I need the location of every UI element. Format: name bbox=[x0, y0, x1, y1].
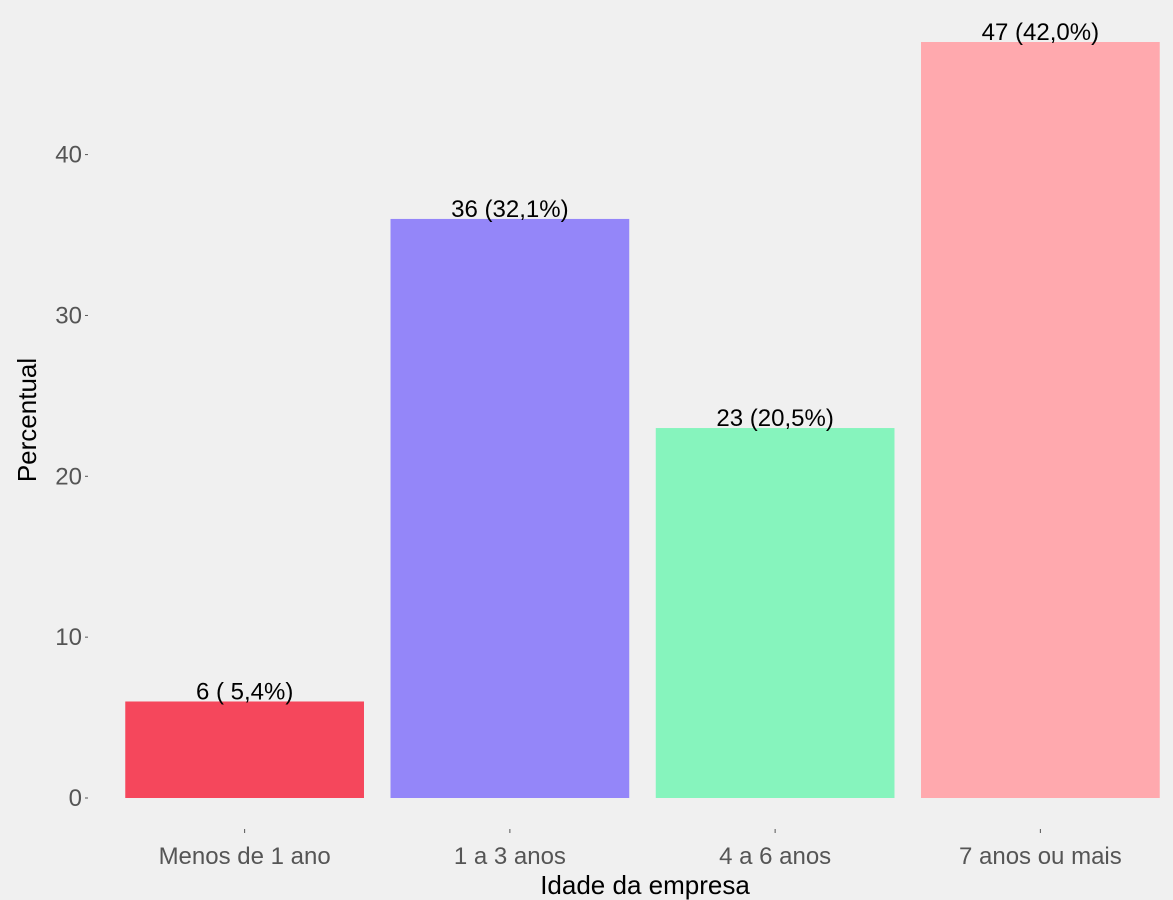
x-axis: Menos de 1 ano 1 a 3 anos 4 a 6 anos 7 anos… bbox=[159, 829, 1122, 870]
y-axis-title: Percentual bbox=[12, 358, 42, 482]
y-tick-label: 30 bbox=[55, 302, 82, 329]
bars: 6 ( 5,4%) 36 (32,1%) 23 (20,5%) 47 (42,0%) bbox=[125, 19, 1160, 799]
y-tick-label: 10 bbox=[55, 624, 82, 651]
bar-data-label: 6 ( 5,4%) bbox=[196, 678, 293, 705]
x-tick-label: 4 a 6 anos bbox=[719, 843, 831, 870]
y-tick-label: 40 bbox=[55, 142, 82, 169]
bar-data-label: 36 (32,1%) bbox=[451, 196, 568, 223]
x-tick-label: Menos de 1 ano bbox=[159, 843, 331, 870]
bar bbox=[390, 218, 630, 799]
y-tick-label: 20 bbox=[55, 463, 82, 490]
x-axis-title: Idade da empresa bbox=[540, 870, 750, 900]
bar bbox=[655, 428, 895, 798]
bar-data-label: 47 (42,0%) bbox=[982, 19, 1099, 46]
bar bbox=[921, 42, 1160, 798]
x-tick-label: 1 a 3 anos bbox=[454, 843, 566, 870]
x-tick-label: 7 anos ou mais bbox=[959, 843, 1122, 870]
y-tick-label: 0 bbox=[69, 785, 82, 812]
y-axis: 0 10 20 30 40 bbox=[55, 142, 88, 812]
bar bbox=[125, 701, 364, 798]
bar-data-label: 23 (20,5%) bbox=[716, 405, 833, 432]
